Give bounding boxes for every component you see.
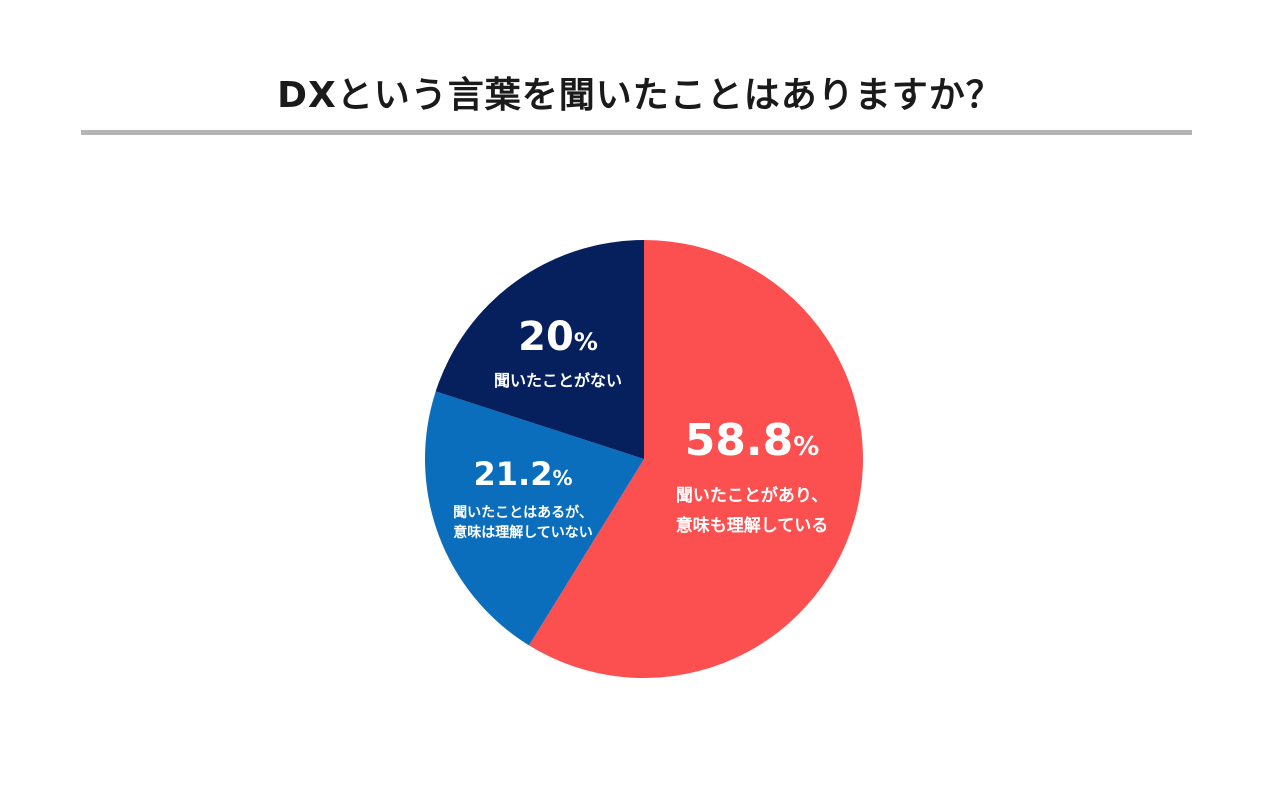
pie-slice — [435, 240, 644, 459]
slice-category-label: 聞いたことがない — [494, 371, 622, 390]
title-divider — [81, 130, 1192, 135]
slice-category-label: 意味も理解している — [676, 515, 829, 536]
slice-label-group: 58.8% 聞いたことがあり、意味も理解している — [676, 415, 829, 536]
slice-category-label: 聞いたことはあるが、 — [453, 504, 593, 521]
data-label: 20% — [518, 314, 598, 360]
slice-category-label: 意味は理解していない — [453, 524, 593, 541]
pie-slice — [528, 240, 863, 678]
slice-label-group: 21.2% 聞いたことはあるが、意味は理解していない — [453, 455, 593, 541]
slice-label-group: 20% 聞いたことがない — [494, 314, 622, 390]
pie-slice — [425, 391, 644, 646]
data-label: 58.8% — [685, 415, 820, 466]
chart-title: DXという言葉を聞いたことはありますか？ — [277, 75, 1003, 116]
slice-category-label: 聞いたことがあり、 — [676, 485, 828, 506]
data-label: 21.2% — [474, 455, 573, 493]
